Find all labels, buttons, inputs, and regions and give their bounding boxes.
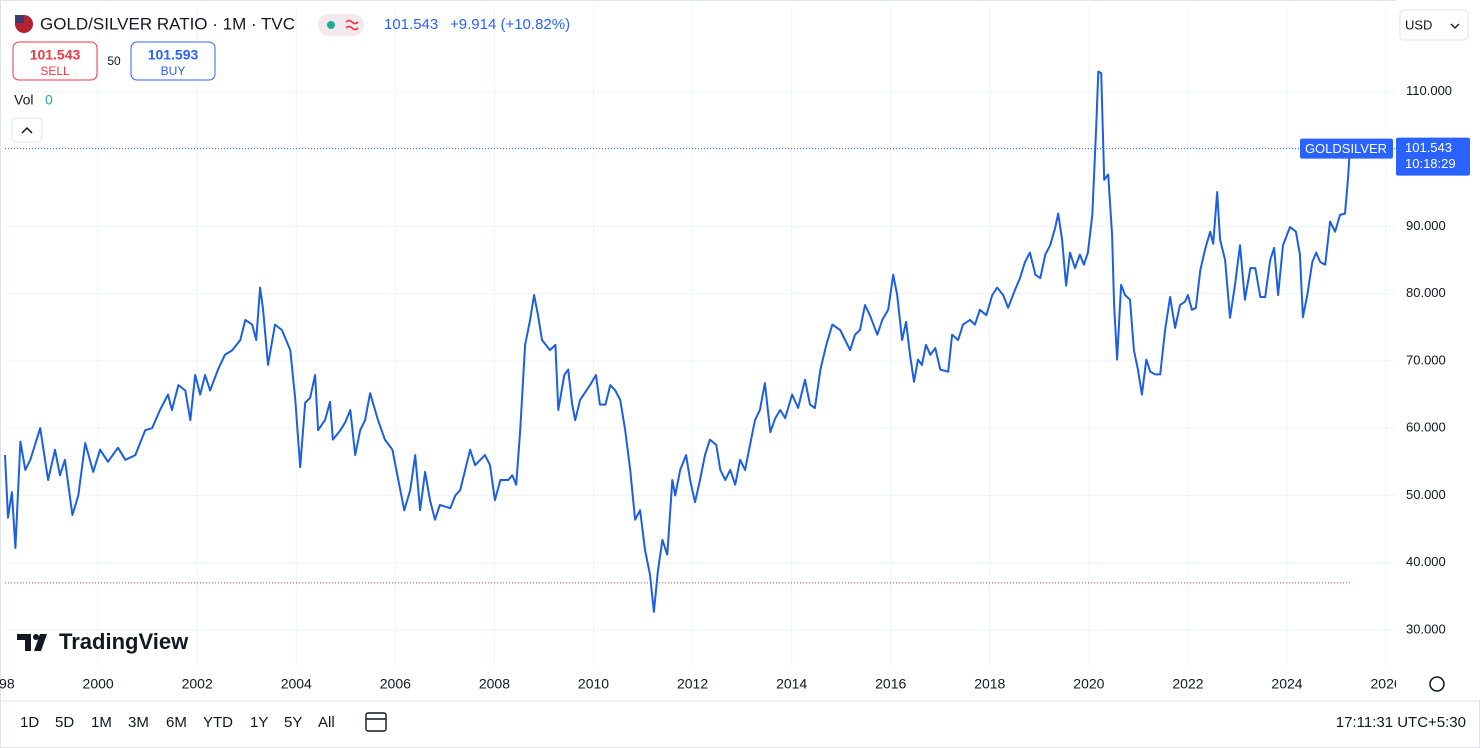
currency: USD [1405, 17, 1432, 32]
buy-button[interactable] [130, 41, 216, 81]
sell-label: SELL [40, 64, 70, 78]
flag-canton [15, 15, 24, 23]
range-button[interactable]: 6M [166, 714, 187, 731]
x-tick-label: 2022 [1172, 676, 1203, 692]
overlay: 30.000 40.000 50.000 60.000 70.000 80.000 90.0… [1300, 83, 1470, 636]
currency-button[interactable] [1399, 9, 1469, 41]
status-dot [327, 21, 335, 29]
range-button[interactable]: 1D [20, 714, 39, 731]
brand-dot [33, 634, 39, 640]
y-tick-label: 70.000 [1406, 352, 1446, 367]
spread: 50 [107, 54, 121, 68]
brand-logo [17, 634, 47, 651]
sell-button[interactable] [12, 41, 98, 81]
range-button[interactable]: 1M [91, 714, 112, 731]
plot-area: 1998 2000 2002 2004 2006 2008 2010 2012 2014 2016… [0, 5, 1402, 692]
x-tick-label: 2024 [1271, 676, 1302, 692]
delay-icon [345, 19, 359, 31]
range-toolbar: 1D 5D 1M 3M 6M YTD 1Y 5Y All [20, 714, 335, 731]
x-tick-label: 2008 [479, 676, 510, 692]
price-badge-value: 101.543 [1405, 140, 1452, 155]
x-tick-label: 2006 [380, 676, 411, 692]
last-price: 101.543 [384, 16, 438, 33]
chevron-icon [21, 126, 33, 134]
countdown: 10:18:29 [1405, 156, 1456, 171]
x-tick-label: 2004 [281, 676, 312, 692]
series-name: GOLDSILVER [1305, 141, 1387, 156]
y-tick-label: 90.000 [1406, 218, 1446, 233]
x-tick-label: 1998 [0, 676, 15, 692]
sell-price: 101.543 [30, 47, 81, 63]
range-button[interactable]: 5D [55, 714, 74, 731]
x-tick-label: 2020 [1073, 676, 1104, 692]
calendar-icon[interactable] [365, 712, 387, 732]
brand-name: TradingView [59, 629, 189, 654]
price-scale [1396, 0, 1480, 700]
status-pill[interactable] [318, 14, 364, 36]
x-tick-label: 2010 [578, 676, 609, 692]
dropdown-icon [1450, 23, 1460, 29]
range-button[interactable]: 5Y [284, 714, 302, 731]
y-tick-label: 110.000 [1406, 83, 1452, 98]
x-tick-label: 2016 [875, 676, 906, 692]
symbol-title: GOLD/SILVER RATIO · 1M · TVC [40, 14, 295, 33]
range-button[interactable]: 3M [128, 714, 149, 731]
range-button[interactable]: YTD [203, 714, 233, 731]
price-badge [1396, 137, 1470, 176]
x-tick-label: 2000 [83, 676, 114, 692]
price-change: +9.914 (+10.82%) [450, 16, 570, 33]
settings-icon[interactable] [1429, 676, 1445, 692]
y-tick-label: 30.000 [1406, 621, 1446, 636]
x-tick-label: 2018 [974, 676, 1005, 692]
x-tick-label: 2002 [182, 676, 213, 692]
clock: 17:11:31 UTC+5:30 [1336, 714, 1466, 731]
buy-label: BUY [161, 64, 186, 78]
y-tick-label: 80.000 [1406, 285, 1446, 300]
x-tick-label: 2014 [776, 676, 807, 692]
vol-value: 0 [45, 92, 53, 108]
x-tick-label: 2026 [1371, 676, 1402, 692]
vol-label: Vol [14, 92, 33, 108]
y-tick-label: 60.000 [1406, 420, 1446, 435]
buy-price: 101.593 [148, 47, 199, 63]
price-line [4, 70, 1351, 613]
collapse-button[interactable] [11, 117, 43, 143]
y-tick-label: 40.000 [1406, 554, 1446, 569]
series-tag [1300, 138, 1393, 159]
range-button[interactable]: All [318, 714, 335, 731]
x-tick-label: 2012 [677, 676, 708, 692]
range-button[interactable]: 1Y [250, 714, 268, 731]
y-tick-label: 50.000 [1406, 487, 1446, 502]
